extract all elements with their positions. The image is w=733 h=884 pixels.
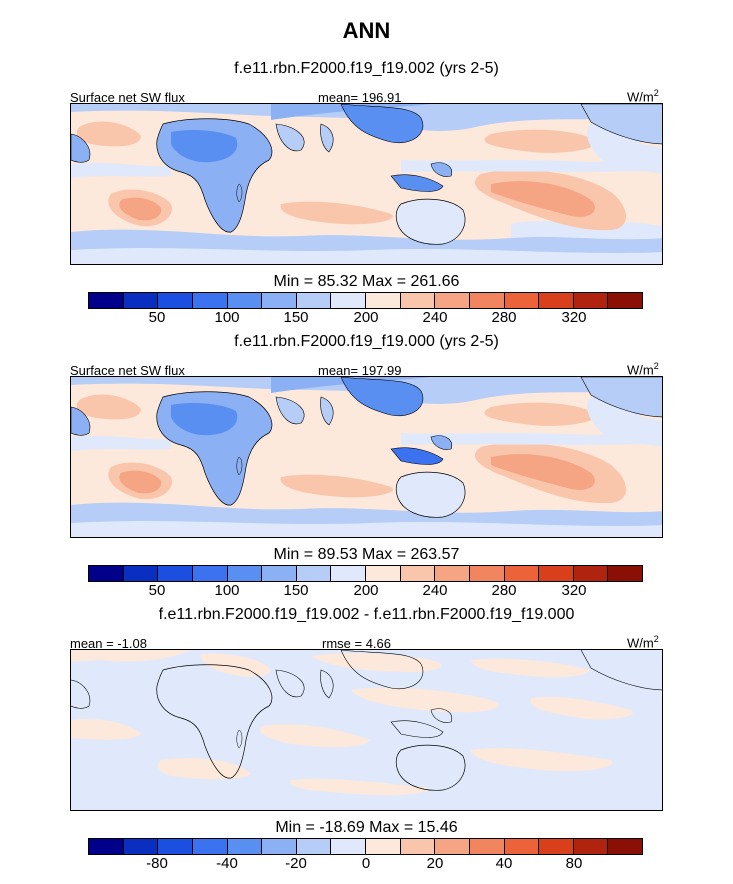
colorbar-swatch — [262, 293, 297, 308]
colorbar-swatch — [89, 293, 124, 308]
panel-3-map — [70, 649, 663, 811]
colorbar-swatch — [158, 293, 193, 308]
colorbar-swatch — [158, 839, 193, 854]
colorbar-swatch — [504, 293, 540, 308]
colorbar-swatch — [366, 293, 401, 308]
colorbar-swatch — [400, 839, 436, 854]
colorbar-swatch — [366, 839, 401, 854]
colorbar-swatch — [504, 566, 540, 581]
colorbar-swatch — [539, 839, 574, 854]
panel-1-colorbar — [88, 292, 643, 309]
colorbar-swatch — [123, 839, 159, 854]
colorbar-tick: 320 — [561, 309, 587, 326]
panel-2-map-svg — [71, 377, 662, 537]
colorbar-tick: 240 — [422, 309, 448, 326]
colorbar-tick: 280 — [491, 309, 517, 326]
colorbar-swatch — [296, 566, 332, 581]
colorbar-swatch — [227, 839, 263, 854]
colorbar-swatch — [400, 566, 436, 581]
panel-2-minmax: Min = 89.53 Max = 263.57 — [273, 546, 460, 563]
colorbar-tick: 100 — [214, 582, 240, 599]
colorbar-swatch — [539, 293, 574, 308]
panel-1-map — [70, 103, 663, 265]
colorbar-tick: 150 — [283, 309, 309, 326]
colorbar-tick: 240 — [422, 582, 448, 599]
colorbar-swatch — [435, 293, 470, 308]
colorbar-swatch — [262, 839, 297, 854]
colorbar-tick: 280 — [491, 582, 517, 599]
colorbar-swatch — [227, 566, 263, 581]
colorbar-swatch — [192, 293, 228, 308]
colorbar-swatch — [608, 839, 642, 854]
panel-3-rmse-label: rmse = 4.66 — [322, 636, 392, 651]
panel-3-title: f.e11.rbn.F2000.f19_f19.002 - f.e11.rbn.… — [158, 606, 575, 623]
panel-3-colorbar — [88, 838, 643, 855]
colorbar-tick: 150 — [283, 582, 309, 599]
colorbar-swatch — [573, 839, 609, 854]
panel-1-map-svg — [71, 104, 662, 264]
colorbar-swatch — [89, 566, 124, 581]
colorbar-swatch — [469, 839, 505, 854]
colorbar-tick: 0 — [361, 855, 371, 872]
panel-2-units: W/m2 — [627, 361, 659, 378]
panel-3-mean-label: mean = -1.08 — [70, 636, 147, 651]
panel-3-map-svg — [71, 650, 662, 810]
colorbar-swatch — [331, 293, 366, 308]
colorbar-tick: -20 — [285, 855, 307, 872]
main-title: ANN — [342, 18, 391, 43]
colorbar-swatch — [504, 839, 540, 854]
colorbar-tick: 40 — [495, 855, 513, 872]
colorbar-swatch — [435, 839, 470, 854]
panel-2-title: f.e11.rbn.F2000.f19_f19.000 (yrs 2-5) — [234, 333, 499, 350]
colorbar-swatch — [123, 566, 159, 581]
colorbar-swatch — [89, 839, 124, 854]
panel-1-left-label: Surface net SW flux — [70, 90, 185, 105]
colorbar-swatch — [469, 293, 505, 308]
colorbar-tick: 50 — [148, 582, 166, 599]
panel-2-map — [70, 376, 663, 538]
panel-2-left-label: Surface net SW flux — [70, 363, 185, 378]
colorbar-tick: -80 — [146, 855, 168, 872]
colorbar-tick: 200 — [353, 582, 379, 599]
colorbar-swatch — [296, 839, 332, 854]
panel-1-title: f.e11.rbn.F2000.f19_f19.002 (yrs 2-5) — [234, 60, 499, 77]
colorbar-swatch — [539, 566, 574, 581]
colorbar-swatch — [608, 293, 642, 308]
colorbar-swatch — [262, 566, 297, 581]
colorbar-swatch — [366, 566, 401, 581]
panel-2-colorbar — [88, 565, 643, 582]
colorbar-swatch — [435, 566, 470, 581]
panel-3-units: W/m2 — [627, 634, 659, 651]
colorbar-tick: 20 — [426, 855, 444, 872]
colorbar-swatch — [227, 293, 263, 308]
colorbar-tick: 200 — [353, 309, 379, 326]
colorbar-swatch — [573, 566, 609, 581]
panel-1-units: W/m2 — [627, 88, 659, 105]
colorbar-tick: 320 — [561, 582, 587, 599]
panel-3-minmax: Min = -18.69 Max = 15.46 — [275, 819, 458, 836]
colorbar-tick: -40 — [216, 855, 238, 872]
colorbar-swatch — [296, 293, 332, 308]
panel-2-mean-label: mean= 197.99 — [318, 363, 402, 378]
colorbar-tick: 80 — [565, 855, 583, 872]
colorbar-swatch — [469, 566, 505, 581]
colorbar-swatch — [192, 839, 228, 854]
panel-1-minmax: Min = 85.32 Max = 261.66 — [273, 273, 460, 290]
colorbar-swatch — [123, 293, 159, 308]
colorbar-tick: 50 — [148, 309, 166, 326]
colorbar-tick: 100 — [214, 309, 240, 326]
colorbar-swatch — [608, 566, 642, 581]
colorbar-swatch — [158, 566, 193, 581]
colorbar-swatch — [331, 566, 366, 581]
panel-1-mean-label: mean= 196.91 — [318, 90, 402, 105]
colorbar-swatch — [192, 566, 228, 581]
colorbar-swatch — [331, 839, 366, 854]
colorbar-swatch — [400, 293, 436, 308]
colorbar-swatch — [573, 293, 609, 308]
